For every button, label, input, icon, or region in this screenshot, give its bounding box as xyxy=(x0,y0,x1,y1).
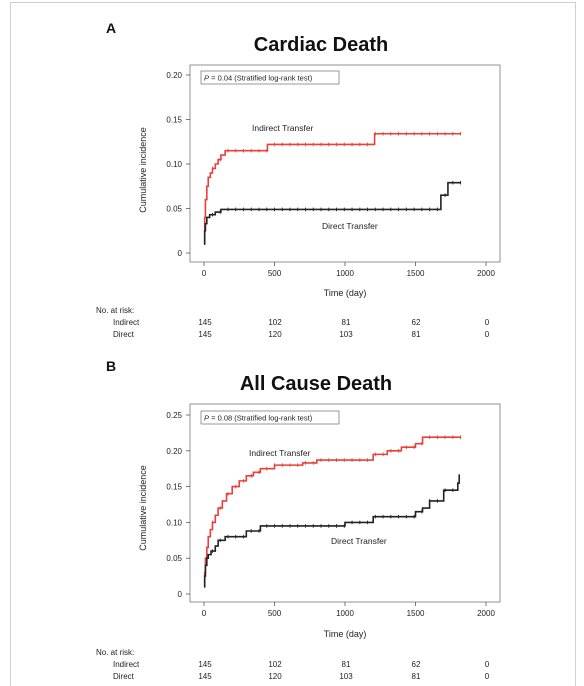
risk-value: 120 xyxy=(268,330,282,339)
x-tick-label: 1000 xyxy=(336,269,354,278)
y-axis-label: Cumulative incidence xyxy=(138,465,148,551)
y-tick-label: 0.15 xyxy=(166,116,182,125)
label-direct-transfer: Direct Transfer xyxy=(322,221,378,231)
chart-title-a: Cardiac Death xyxy=(253,34,389,56)
label-direct-transfer: Direct Transfer xyxy=(331,536,387,546)
figure-frame xyxy=(10,2,576,686)
x-tick-label: 500 xyxy=(268,609,282,618)
y-axis-label: Cumulative incidence xyxy=(138,127,148,213)
y-tick-label: 0 xyxy=(178,249,183,258)
x-tick-label: 500 xyxy=(268,269,282,278)
y-tick-label: 0.20 xyxy=(166,71,182,80)
series-direct-transfer xyxy=(203,474,461,588)
x-tick-label: 1500 xyxy=(407,269,425,278)
risk-value: 81 xyxy=(411,330,421,339)
risk-value: 103 xyxy=(339,330,353,339)
risk-header-b: No. at risk: xyxy=(96,648,135,657)
x-tick-label: 0 xyxy=(202,269,207,278)
x-tick-label: 2000 xyxy=(477,609,495,618)
x-tick-label: 1500 xyxy=(407,609,425,618)
risk-value: 62 xyxy=(411,660,421,669)
series-indirect-transfer xyxy=(203,436,461,588)
risk-label-b-direct: Direct xyxy=(113,672,134,681)
risk-value: 81 xyxy=(341,318,351,327)
p-value-box xyxy=(200,70,340,85)
panel-letter-a: A xyxy=(106,20,117,36)
p-value-box xyxy=(200,410,340,425)
risk-value: 81 xyxy=(411,672,421,681)
risk-value: 0 xyxy=(484,330,490,339)
risk-header-a: No. at risk: xyxy=(96,306,135,315)
risk-value: 120 xyxy=(268,672,282,681)
risk-value: 62 xyxy=(411,318,421,327)
risk-value: 0 xyxy=(484,660,490,669)
y-tick-label: 0.10 xyxy=(166,518,182,527)
y-tick-label: 0.10 xyxy=(166,160,182,169)
risk-value: 145 xyxy=(198,672,212,681)
y-tick-label: 0.25 xyxy=(166,411,182,420)
series-indirect-transfer xyxy=(203,132,461,245)
x-axis-label: Time (day) xyxy=(324,288,367,298)
y-tick-label: 0.05 xyxy=(166,205,182,214)
risk-value: 81 xyxy=(341,660,351,669)
panel-letter-b: B xyxy=(106,358,117,374)
risk-label-b-indirect: Indirect xyxy=(113,660,140,669)
chart-title-b: All Cause Death xyxy=(239,373,393,395)
risk-value: 145 xyxy=(198,330,212,339)
x-tick-label: 2000 xyxy=(477,269,495,278)
y-tick-label: 0.15 xyxy=(166,483,182,492)
p-value-text: P = 0.08 (Stratified log-rank test) xyxy=(204,414,313,423)
risk-value: 145 xyxy=(198,660,212,669)
risk-value: 0 xyxy=(484,318,490,327)
plot-area-frame xyxy=(189,403,501,603)
risk-label-a-direct: Direct xyxy=(113,330,134,339)
risk-label-a-indirect: Indirect xyxy=(113,318,140,327)
x-tick-label: 0 xyxy=(202,609,207,618)
y-tick-label: 0.20 xyxy=(166,447,182,456)
risk-value: 103 xyxy=(339,672,353,681)
x-axis-label: Time (day) xyxy=(324,629,367,639)
label-indirect-transfer: Indirect Transfer xyxy=(249,448,311,458)
label-indirect-transfer: Indirect Transfer xyxy=(252,123,314,133)
p-value-text: P = 0.04 (Stratified log-rank test) xyxy=(204,74,313,83)
risk-value: 145 xyxy=(198,318,212,327)
risk-value: 102 xyxy=(268,318,282,327)
series-direct-transfer xyxy=(203,181,461,245)
risk-value: 102 xyxy=(268,660,282,669)
y-tick-label: 0.05 xyxy=(166,554,182,563)
y-tick-label: 0 xyxy=(178,590,183,599)
x-tick-label: 1000 xyxy=(336,609,354,618)
risk-value: 0 xyxy=(484,672,490,681)
